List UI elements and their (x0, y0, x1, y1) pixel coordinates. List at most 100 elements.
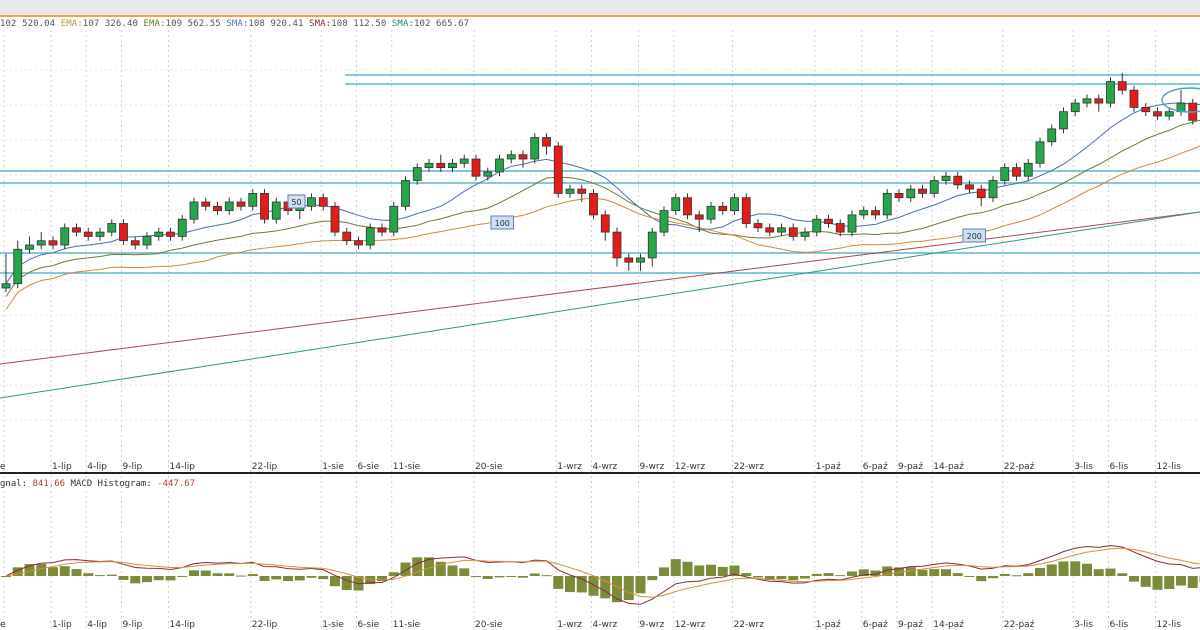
macd-bar (1011, 575, 1022, 577)
macd-bar (811, 573, 822, 576)
macd-bar (283, 576, 293, 582)
candle-down (342, 231, 352, 242)
x-tick-label: 14-lip (170, 462, 196, 472)
candle-down (553, 145, 563, 194)
x-tick-label: 12-wrz (675, 462, 706, 472)
macd-bar (1152, 576, 1163, 590)
candle-down (318, 197, 328, 207)
macd-bar (36, 563, 47, 576)
macd-bar (1, 576, 11, 577)
candle (683, 193, 692, 220)
macd-bar (1140, 576, 1151, 587)
x-tick-label: 1-lip (52, 620, 72, 630)
macd-bar (353, 576, 364, 591)
candle-up (107, 223, 117, 233)
ma-label: 200 (962, 228, 986, 243)
candle (659, 206, 669, 237)
macd-bar (576, 576, 587, 593)
x-tick-label: 4-wrz (593, 462, 618, 472)
macd-bar (400, 562, 411, 576)
macd-bar (494, 576, 505, 578)
candle-down (377, 227, 387, 233)
candle (753, 219, 763, 233)
macd-bar (435, 561, 446, 576)
legend-ema-2: EMA:109 562.55 (143, 19, 221, 29)
ma-line-orange (5, 145, 1200, 310)
candle (213, 202, 222, 215)
macd-bar (1176, 576, 1186, 586)
macd-bar (59, 566, 70, 576)
candle (483, 167, 493, 181)
candle-up (941, 175, 951, 181)
macd-bar (694, 565, 705, 576)
candle (389, 202, 399, 237)
macd-bar (153, 576, 164, 581)
candle-up (1059, 111, 1068, 130)
candle (377, 223, 387, 237)
candle-up (248, 192, 258, 207)
macd-bar (1023, 573, 1034, 576)
candle (706, 202, 716, 224)
x-tick-label: 20-sie (475, 462, 503, 472)
x-tick-label: 9-lip (123, 620, 143, 630)
candle (271, 197, 281, 224)
macd-bar (482, 576, 493, 579)
candle-up (929, 180, 939, 194)
candle-up (1000, 167, 1010, 181)
candle (154, 227, 164, 241)
macd-bar (659, 567, 669, 576)
x-tick-label: 1-sie (322, 620, 344, 630)
x-tick-label: 9-paź (898, 620, 923, 630)
macd-bar (189, 570, 199, 576)
x-tick-label: 6-sie (358, 462, 380, 472)
macd-legend: gnal: 841.66 MACD Histogram: -447.67 (0, 479, 196, 489)
candle (60, 223, 70, 250)
candle-up (859, 210, 869, 216)
macd-bar (788, 576, 799, 581)
macd-bar (200, 570, 211, 576)
candle-down (166, 231, 175, 237)
candle-down (753, 223, 763, 229)
macd-bar (905, 567, 916, 576)
x-tick-label: 11-sie (393, 462, 421, 472)
x-tick-label: 9-wrz (640, 462, 665, 472)
candle (72, 223, 81, 237)
candle-up (882, 192, 892, 216)
candle-down (577, 188, 587, 194)
candle (1106, 77, 1115, 108)
candle (1117, 73, 1127, 95)
candle (671, 193, 681, 215)
candle-up (565, 188, 575, 194)
legend-sma-2: SMA:108 112.50 (309, 19, 387, 29)
legend-sma-1: SMA:108 920.41 (226, 19, 304, 29)
candle (589, 189, 598, 220)
candlesticks (1, 73, 1198, 293)
x-tick-label: 22-wrz (734, 462, 765, 472)
candle (248, 189, 258, 211)
candle-down (788, 227, 798, 237)
x-tick-label: 9-paź (898, 462, 923, 472)
macd-bar (1105, 568, 1116, 576)
macd-bar (318, 576, 329, 580)
ma-line-teal (0, 211, 1200, 399)
candle (906, 184, 916, 202)
x-tick-label: 3-lis (1074, 620, 1093, 630)
candle-down (718, 205, 728, 212)
candle-down (624, 257, 634, 263)
ma-line-blue (5, 102, 1200, 284)
macd-bar (165, 576, 176, 581)
candle (201, 197, 211, 211)
x-tick-label: 1-sie (322, 462, 344, 472)
macd-bar (882, 566, 893, 576)
macd-bar (118, 576, 129, 580)
candle (130, 236, 140, 250)
candle (777, 223, 786, 237)
candle-up (424, 162, 434, 169)
x-tick-label: 1-paź (816, 620, 841, 630)
candle (189, 197, 199, 224)
candle-down (119, 223, 128, 242)
macd-bar (753, 576, 763, 578)
candle (600, 210, 610, 241)
candle-up (495, 158, 504, 173)
